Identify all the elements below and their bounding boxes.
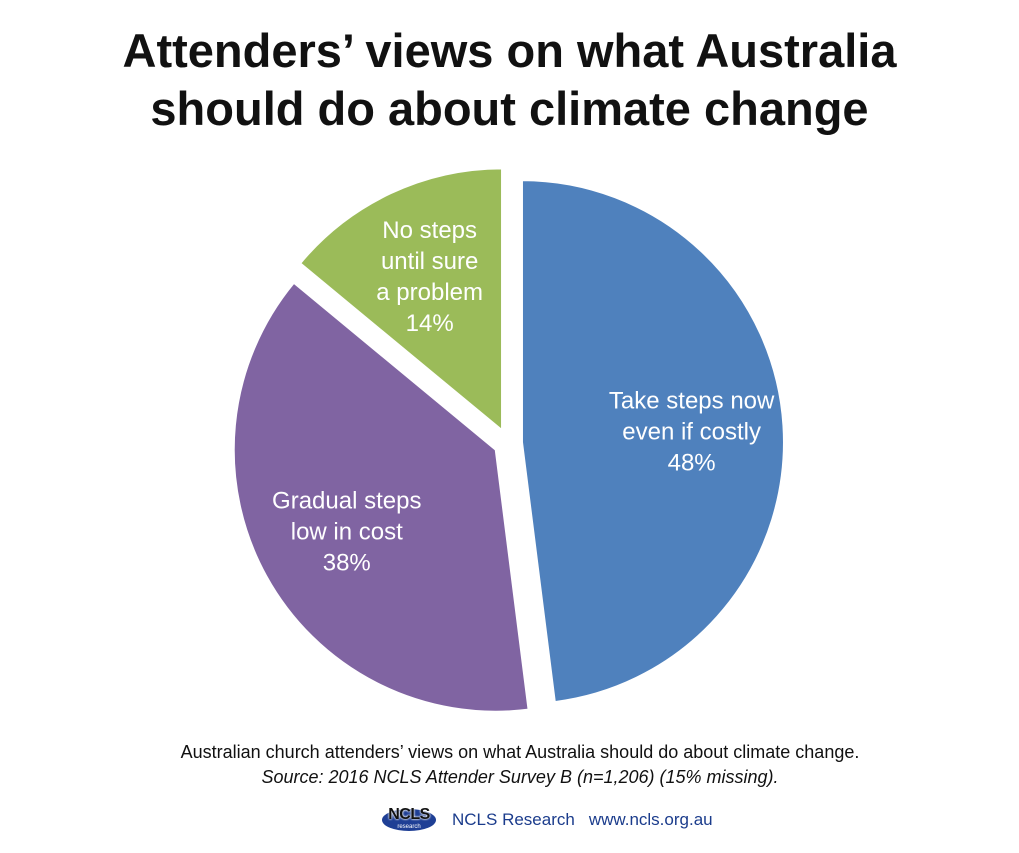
chart-title: Attenders’ views on what Australia shoul… xyxy=(0,22,1019,138)
pie-slice-value-2: 14% xyxy=(406,310,454,337)
caption-text: Australian church attenders’ views on wh… xyxy=(180,742,860,762)
pie-slice-label-line-1-0: Gradual steps xyxy=(272,488,421,515)
pie-slice-label-line-0-0: Take steps now xyxy=(609,387,775,414)
pie-slice-value-0: 48% xyxy=(668,449,716,476)
pie-slice-2 xyxy=(298,167,504,433)
caption-source: Source: 2016 NCLS Attender Survey B (n=1… xyxy=(261,767,779,787)
footer-url[interactable]: www.ncls.org.au xyxy=(588,810,713,829)
pie-slice-label-line-0-1: even if costly xyxy=(622,418,761,445)
pie-slice-label-1: Gradual steps low in cost 38% xyxy=(272,488,421,577)
pie-slice-label-line-2-2: a problem xyxy=(376,279,483,306)
logo-oval xyxy=(382,809,436,831)
pie-slice-label-line-2-0: No steps xyxy=(382,217,477,244)
chart-caption: Australian church attenders’ views on wh… xyxy=(0,740,1019,790)
chart-title-line-1: Attenders’ views on what Australia xyxy=(122,24,897,77)
footer-org-name: NCLS Research xyxy=(452,810,575,829)
pie-slice-1 xyxy=(232,281,530,713)
pie-slice-label-0: Take steps now even if costly 48% xyxy=(609,387,775,476)
pie-slice-0 xyxy=(520,179,785,704)
footer: NCLS research NCLS Research www.ncls.org… xyxy=(380,806,713,834)
logo-subtext: research xyxy=(397,824,421,830)
logo-text: NCLS xyxy=(388,806,430,823)
ncls-logo: NCLS research xyxy=(380,806,438,833)
pie-slice-value-1: 38% xyxy=(323,550,371,577)
pie-slice-label-line-2-1: until sure xyxy=(381,248,478,275)
chart-title-line-2: should do about climate change xyxy=(150,82,869,135)
pie-slice-label-line-1-1: low in cost xyxy=(291,519,403,546)
pie-slice-label-2: No steps until sure a problem 14% xyxy=(376,217,483,337)
